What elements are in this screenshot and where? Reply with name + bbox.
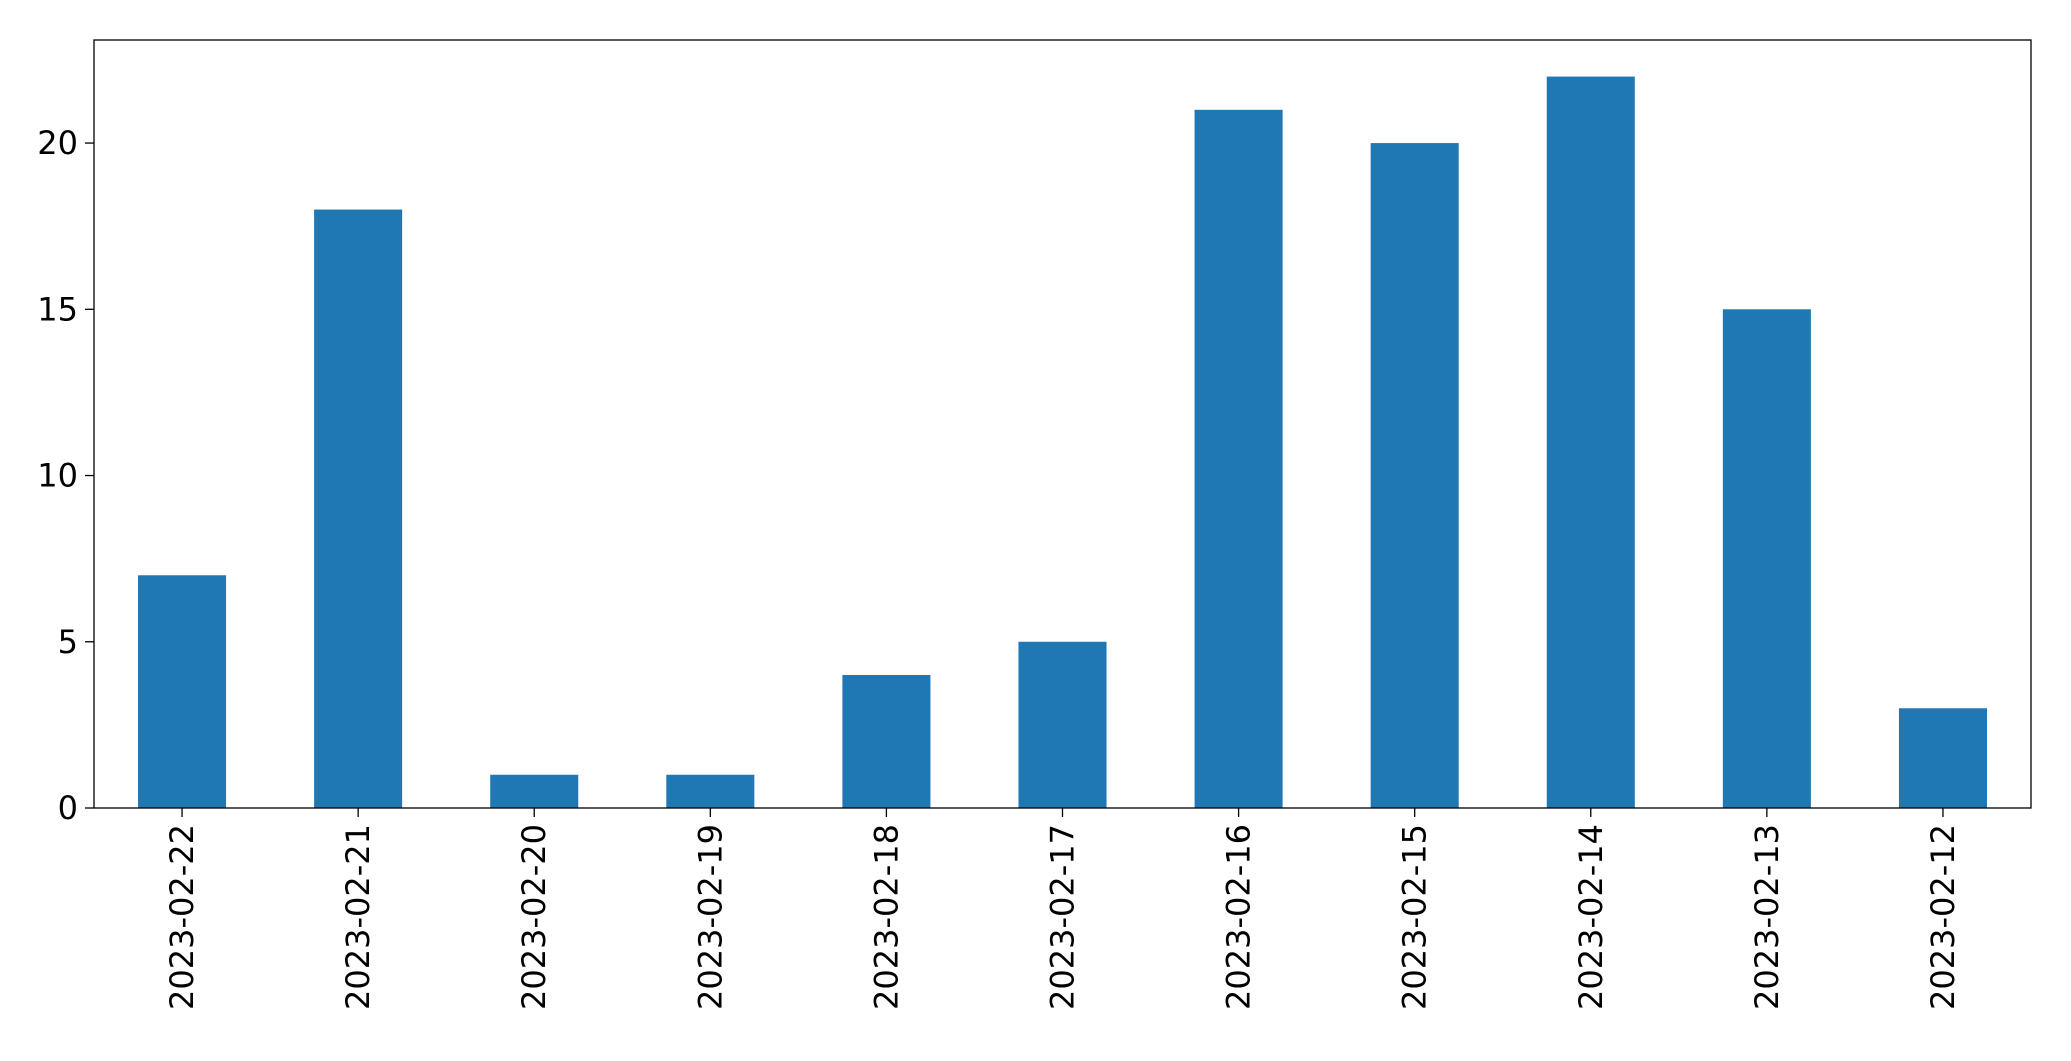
y-tick-label: 0 xyxy=(58,789,78,827)
bar xyxy=(1370,143,1459,808)
x-tick-label: 2023-02-22 xyxy=(163,824,201,1010)
bar xyxy=(1722,309,1811,808)
bar xyxy=(314,209,403,808)
x-tick-label: 2023-02-14 xyxy=(1572,824,1610,1010)
x-tick-label: 2023-02-20 xyxy=(515,824,553,1010)
bar xyxy=(666,774,755,808)
x-tick-label: 2023-02-16 xyxy=(1220,824,1258,1010)
y-tick-label: 15 xyxy=(37,290,78,328)
bar xyxy=(138,575,227,808)
bar xyxy=(1018,641,1107,808)
x-tick-label: 2023-02-13 xyxy=(1748,824,1786,1010)
bar xyxy=(1194,109,1283,809)
bar xyxy=(1898,708,1987,808)
y-tick-label: 10 xyxy=(37,457,78,495)
x-tick-label: 2023-02-21 xyxy=(339,824,377,1010)
bar xyxy=(1546,76,1635,809)
x-tick-label: 2023-02-19 xyxy=(691,824,729,1010)
x-tick-label: 2023-02-12 xyxy=(1924,824,1962,1010)
y-tick-label: 5 xyxy=(58,623,78,661)
bar xyxy=(490,774,579,808)
x-tick-label: 2023-02-17 xyxy=(1044,824,1082,1010)
x-tick-label: 2023-02-15 xyxy=(1396,824,1434,1010)
bar xyxy=(842,675,931,808)
y-tick-label: 20 xyxy=(37,124,78,162)
x-tick-label: 2023-02-18 xyxy=(867,824,905,1010)
plot-frame xyxy=(93,39,2032,809)
